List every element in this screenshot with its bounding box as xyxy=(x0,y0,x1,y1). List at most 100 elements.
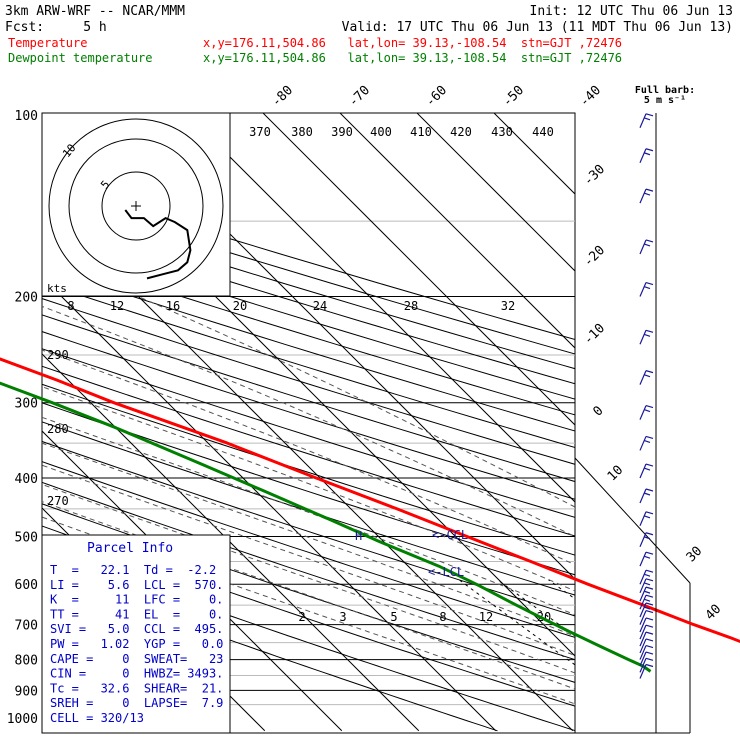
dry-adiabat-line xyxy=(42,298,575,465)
isotherm-line xyxy=(42,276,497,732)
isotherm-label: -30 xyxy=(581,162,608,189)
moist-adiabat-line xyxy=(42,416,575,616)
dry-adiabat-label: 270 xyxy=(47,494,69,508)
moist-adiabat-label: 430 xyxy=(491,125,513,139)
moist-adiabat-label: 370 xyxy=(249,125,271,139)
isotherm-line xyxy=(42,353,420,732)
isotherm-label: -20 xyxy=(581,243,608,270)
dry-adiabat-line xyxy=(42,402,575,576)
wind-barb xyxy=(639,405,654,420)
pressure-tick-label: 700 xyxy=(15,619,38,634)
mixing-ratio-label: 3 xyxy=(339,610,346,624)
level-markers: H <-CCL <-LCL xyxy=(355,528,468,579)
moist-adiabat-label: 440 xyxy=(532,125,554,139)
dry-adiabat-line xyxy=(42,266,575,432)
wind-barb xyxy=(639,188,654,204)
wind-barb xyxy=(639,551,654,567)
dry-adiabat-label: 290 xyxy=(47,348,69,362)
temperature-legend-info: x,y=176.11,504.86 lat,lon= 39.13,-108.54… xyxy=(203,36,622,50)
temperature-legend: Temperature xyxy=(8,36,87,50)
dry-adiabat-line xyxy=(42,421,575,596)
wind-barb xyxy=(639,329,654,345)
dry-adiabat-line xyxy=(42,331,575,500)
moist-adiabat-label: 400 xyxy=(370,125,392,139)
isotherm-label: -60 xyxy=(423,83,450,110)
init-time: Init: 12 UTC Thu 06 Jun 13 xyxy=(530,4,734,19)
moist-adiabat-line xyxy=(138,296,575,508)
pressure-tick-label: 900 xyxy=(15,684,38,699)
parcel-info-row: T = 22.1 Td = -2.2 xyxy=(50,563,216,577)
mixing-ratio-lines xyxy=(458,579,740,731)
moist-adiabat-line xyxy=(42,516,575,705)
wind-barb xyxy=(639,239,654,255)
mixing-ratio-line xyxy=(700,580,740,731)
mixing-ratio-line xyxy=(642,580,740,731)
isotherm-label: 40 xyxy=(703,602,725,624)
moist-adiabat-label: 390 xyxy=(331,125,353,139)
wind-barb xyxy=(639,569,654,585)
wind-barb xyxy=(639,148,654,163)
dewpoint-curve xyxy=(0,381,652,673)
pressure-tick-label: 300 xyxy=(15,397,38,412)
dewpoint-legend: Dewpoint temperature xyxy=(8,51,153,65)
parcel-info-box: Parcel Info T = 22.1 Td = -2.2LI = 5.6 L… xyxy=(41,534,231,734)
speed-scale-labels: 8 12 16 20 24 28 32 xyxy=(67,299,515,313)
isotherm-label: 0 xyxy=(590,403,606,419)
wind-barb xyxy=(639,651,654,667)
isotherm-line xyxy=(339,113,575,349)
wind-barb xyxy=(639,638,654,654)
pressure-tick-label: 600 xyxy=(15,578,38,593)
wind-barb xyxy=(639,657,654,673)
sounding-curves xyxy=(0,357,740,673)
wind-barb xyxy=(639,578,654,594)
el-marker: H xyxy=(355,529,362,543)
moist-adiabat-line xyxy=(42,386,575,592)
mixing-ratio-label: 12 xyxy=(479,610,493,624)
dry-adiabat-line xyxy=(42,236,575,400)
wind-barbs xyxy=(639,113,657,733)
moist-adiabat-label: 410 xyxy=(410,125,432,139)
hodograph-trace xyxy=(124,209,192,280)
wind-barb xyxy=(639,663,654,679)
wind-barb xyxy=(639,113,654,129)
wind-barb xyxy=(639,511,654,527)
wind-barb xyxy=(639,488,654,504)
pressure-tick-label: 500 xyxy=(15,530,38,545)
wind-barb xyxy=(639,617,654,633)
isotherm-line xyxy=(42,430,343,732)
speed-label: 32 xyxy=(501,299,515,313)
plot-frame xyxy=(41,112,691,734)
lcl-marker: <-LCL xyxy=(428,565,464,579)
moist-adiabat-line xyxy=(42,464,575,657)
hodograph-ring-10 xyxy=(68,138,204,274)
isotherm-label: -40 xyxy=(577,83,604,110)
barb-legend-value: 5 m s⁻¹ xyxy=(644,95,686,106)
pressure-tick-label: 100 xyxy=(15,109,38,124)
dry-adiabat-line xyxy=(42,461,575,638)
parcel-info-row: SREH = 0 LAPSE= 7.9 xyxy=(50,696,223,710)
ccl-marker: <-CCL xyxy=(432,528,468,542)
isotherm-line xyxy=(416,113,575,272)
dry-adiabat-line xyxy=(42,221,575,385)
mixing-ratio-label: 2 xyxy=(298,610,305,624)
dry-adiabat-line xyxy=(42,207,575,370)
moist-adiabat-labels: 370 380 390 400 410 420 430 440 xyxy=(249,125,554,139)
hodograph-ring-outer xyxy=(48,118,224,294)
dry-adiabat-label: 280 xyxy=(47,422,69,436)
dry-adiabat-line xyxy=(42,440,575,617)
hodograph: 5 10 kts xyxy=(41,112,231,297)
dry-adiabat-line xyxy=(42,314,575,483)
isotherm-line xyxy=(262,113,575,426)
isotherm-line xyxy=(185,113,575,503)
wind-barb xyxy=(639,435,654,451)
wind-barb xyxy=(639,586,654,602)
hodograph-unit: kts xyxy=(47,282,67,295)
wind-barb xyxy=(639,370,654,385)
parcel-info-row: PW = 1.02 YGP = 0.0 xyxy=(50,637,223,651)
isotherm-line xyxy=(0,102,34,731)
forecast-hour: Fcst: 5 h xyxy=(5,20,107,35)
mixing-ratio-label: 5 xyxy=(390,610,397,624)
moist-adiabat-line xyxy=(42,442,575,637)
pressure-tick-label: 400 xyxy=(15,472,38,487)
wind-barb xyxy=(639,594,654,610)
